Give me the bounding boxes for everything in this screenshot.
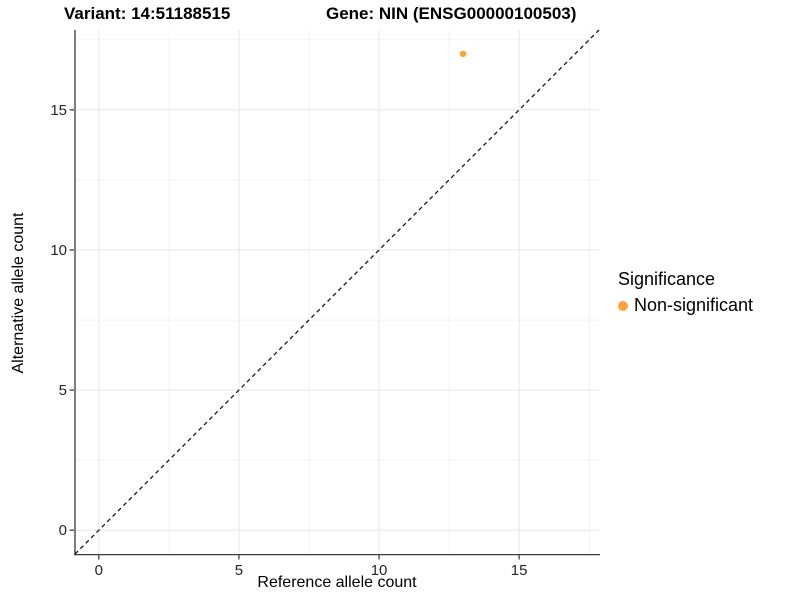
svg-text:5: 5 <box>235 562 243 579</box>
legend-item-label: Non-significant <box>634 295 754 315</box>
identity-dashed-line <box>74 29 600 555</box>
svg-text:15: 15 <box>511 562 528 579</box>
axis-tick-labels: 0 5 10 15 0 5 10 15 <box>50 102 527 579</box>
legend-item: Non-significant <box>618 295 753 316</box>
svg-text:0: 0 <box>95 562 103 579</box>
major-gridlines <box>75 30 599 554</box>
svg-text:10: 10 <box>371 562 388 579</box>
variant-title: Variant: 14:51188515 <box>64 4 231 23</box>
legend-point-icon <box>618 300 628 311</box>
data-points <box>459 50 467 58</box>
svg-text:5: 5 <box>59 382 67 399</box>
gene-title: Gene: NIN (ENSG00000100503) <box>326 4 577 23</box>
legend: Significance Non-significant <box>618 269 753 316</box>
scatter-point <box>459 50 467 58</box>
y-axis-title: Alternative allele count <box>10 212 27 374</box>
svg-text:10: 10 <box>50 242 67 259</box>
x-axis-title: Reference allele count <box>257 574 417 591</box>
axis-ticks <box>69 109 520 560</box>
legend-title: Significance <box>618 269 716 289</box>
minor-gridlines <box>75 30 599 554</box>
svg-text:0: 0 <box>59 522 67 539</box>
svg-text:15: 15 <box>50 102 67 119</box>
axis-lines <box>74 30 600 556</box>
